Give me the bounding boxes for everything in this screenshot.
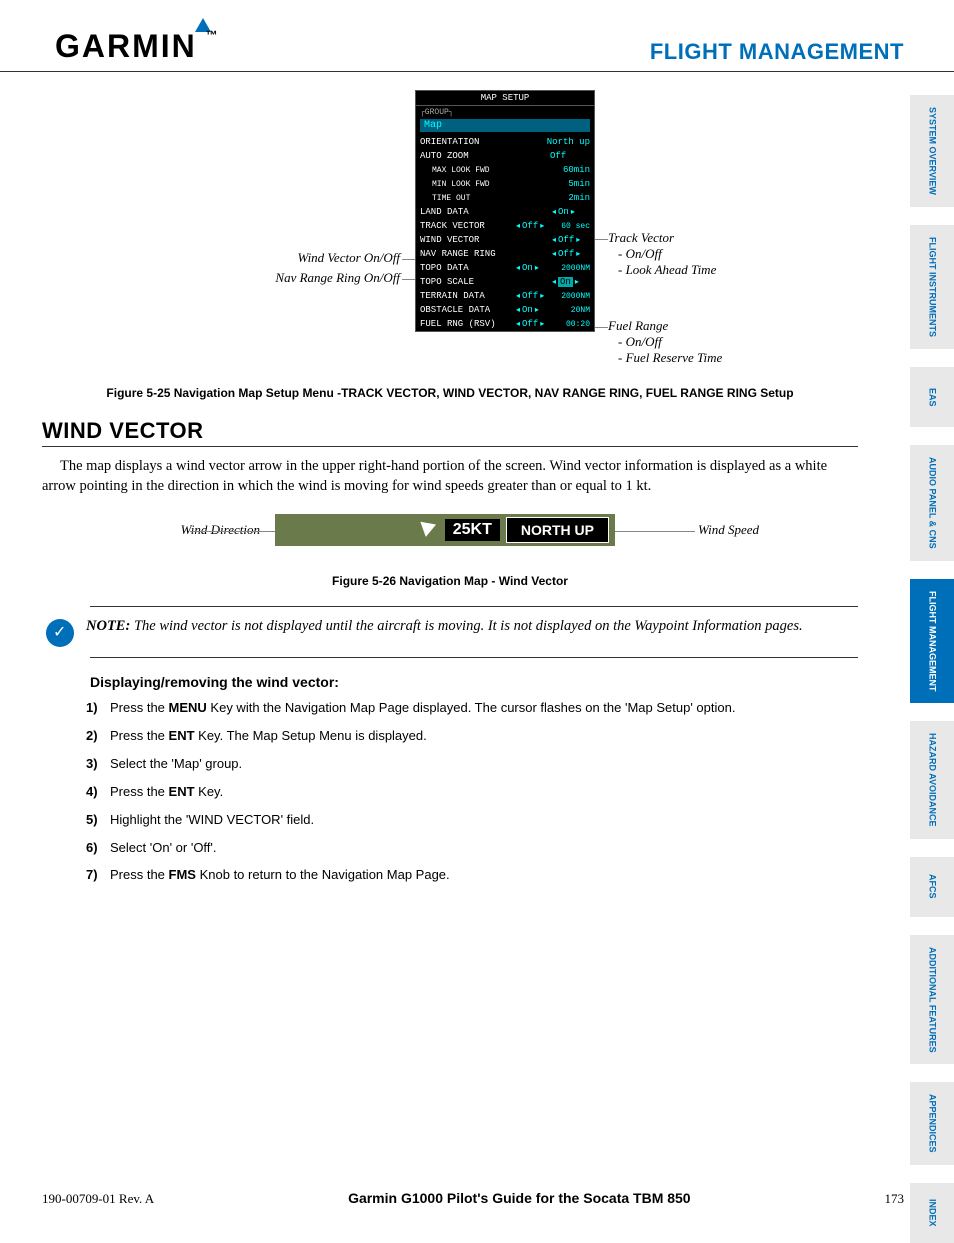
setup-row: TOPO SCALE◂On▸ xyxy=(416,275,594,289)
callout-nav-range: Nav Range Ring On/Off xyxy=(180,270,400,286)
setup-row: NAV RANGE RING◂Off▸ xyxy=(416,247,594,261)
note-body: The wind vector is not displayed until t… xyxy=(134,618,803,634)
setup-row: TOPO DATA◂On▸2000NM xyxy=(416,261,594,275)
note-box: NOTE: The wind vector is not displayed u… xyxy=(90,606,858,658)
wind-bar-display: 25KT NORTH UP xyxy=(275,514,615,546)
note-label: NOTE: xyxy=(86,618,130,634)
note-icon xyxy=(46,619,74,647)
callout-text: - On/Off xyxy=(608,334,722,350)
setup-row: WIND VECTOR◂Off▸ xyxy=(416,233,594,247)
page-content: MAP SETUP ┌GROUP┐ Map ORIENTATIONNorth u… xyxy=(0,90,910,884)
step-item: 1)Press the MENU Key with the Navigation… xyxy=(110,700,858,717)
tab-index[interactable]: INDEX xyxy=(910,1183,954,1243)
step-item: 3)Select the 'Map' group. xyxy=(110,756,858,773)
tab-flight-management[interactable]: FLIGHT MANAGEMENT xyxy=(910,579,954,704)
callout-text: - On/Off xyxy=(608,246,716,262)
group-value: Map xyxy=(420,119,590,132)
callout-text: - Look Ahead Time xyxy=(608,262,716,278)
tab-hazard-avoidance[interactable]: HAZARD AVOIDANCE xyxy=(910,721,954,839)
callout-text: Track Vector xyxy=(608,230,716,246)
callout-line xyxy=(595,327,608,328)
callout-track-vector: Track Vector - On/Off - Look Ahead Time xyxy=(608,230,716,278)
note-text: NOTE: The wind vector is not displayed u… xyxy=(86,617,803,647)
footer-right: 173 xyxy=(884,1191,904,1207)
callout-text: - Fuel Reserve Time xyxy=(608,350,722,366)
footer-mid: Garmin G1000 Pilot's Guide for the Socat… xyxy=(348,1190,691,1206)
setup-row: FUEL RNG (RSV)◂Off▸00:20 xyxy=(416,317,594,331)
tab-audio-panel-cns[interactable]: AUDIO PANEL & CNS xyxy=(910,445,954,561)
step-item: 6)Select 'On' or 'Off'. xyxy=(110,840,858,857)
callout-fuel-range: Fuel Range - On/Off - Fuel Reserve Time xyxy=(608,318,722,366)
callout-wind-vector: Wind Vector On/Off xyxy=(200,250,400,266)
figure-caption: Figure 5-25 Navigation Map Setup Menu -T… xyxy=(80,386,820,400)
callout-line xyxy=(595,239,608,240)
setup-row: ORIENTATIONNorth up xyxy=(416,135,594,149)
steps-list: 1)Press the MENU Key with the Navigation… xyxy=(110,700,858,884)
setup-row: TRACK VECTOR◂Off▸60 sec xyxy=(416,219,594,233)
tab-appendices[interactable]: APPENDICES xyxy=(910,1082,954,1165)
section-title: FLIGHT MANAGEMENT xyxy=(650,39,904,65)
logo-text: GARMIN xyxy=(55,28,197,64)
tab-flight-instruments[interactable]: FLIGHT INSTRUMENTS xyxy=(910,225,954,349)
step-item: 5)Highlight the 'WIND VECTOR' field. xyxy=(110,812,858,829)
step-item: 7)Press the FMS Knob to return to the Na… xyxy=(110,867,858,884)
setup-row: MAX LOOK FWD60min xyxy=(416,163,594,177)
map-setup-screen: MAP SETUP ┌GROUP┐ Map ORIENTATIONNorth u… xyxy=(415,90,595,332)
callout-text: Fuel Range xyxy=(608,318,722,334)
garmin-logo: GARMIN ™ xyxy=(55,28,222,65)
setup-row: MIN LOOK FWD5min xyxy=(416,177,594,191)
callout-line xyxy=(402,259,415,260)
figure-5-26: Wind Direction 25KT NORTH UP Wind Speed xyxy=(80,504,820,564)
figure-caption: Figure 5-26 Navigation Map - Wind Vector xyxy=(42,574,858,588)
heading-wind-vector: Wind Vector xyxy=(42,418,858,447)
side-tabs: SYSTEM OVERVIEW FLIGHT INSTRUMENTS EAS AUDI… xyxy=(910,95,954,1243)
page-footer: 190-00709-01 Rev. A Garmin G1000 Pilot's… xyxy=(42,1190,904,1207)
paragraph: The map displays a wind vector arrow in … xyxy=(42,457,858,496)
tab-afcs[interactable]: AFCS xyxy=(910,857,954,917)
callout-line xyxy=(615,531,695,532)
setup-row: OBSTACLE DATA◂On▸20NM xyxy=(416,303,594,317)
setup-row: AUTO ZOOMOff xyxy=(416,149,594,163)
setup-row: TIME OUT2min xyxy=(416,191,594,205)
step-item: 4)Press the ENT Key. xyxy=(110,784,858,801)
north-up-box: NORTH UP xyxy=(506,517,609,543)
group-label: ┌GROUP┐ xyxy=(416,106,594,119)
footer-left: 190-00709-01 Rev. A xyxy=(42,1191,154,1207)
figure-5-25: MAP SETUP ┌GROUP┐ Map ORIENTATIONNorth u… xyxy=(80,90,820,400)
callout-wind-direction: Wind Direction xyxy=(90,522,260,538)
setup-row: TERRAIN DATA◂Off▸2000NM xyxy=(416,289,594,303)
callout-line xyxy=(402,279,415,280)
sub-heading: Displaying/removing the wind vector: xyxy=(90,674,858,690)
tab-system-overview[interactable]: SYSTEM OVERVIEW xyxy=(910,95,954,207)
tab-eas[interactable]: EAS xyxy=(910,367,954,427)
wind-speed-value: 25KT xyxy=(445,519,500,541)
page-header: GARMIN ™ FLIGHT MANAGEMENT xyxy=(0,0,954,72)
setup-row: LAND DATA◂On▸ xyxy=(416,205,594,219)
map-setup-title: MAP SETUP xyxy=(416,91,594,106)
step-item: 2)Press the ENT Key. The Map Setup Menu … xyxy=(110,728,858,745)
wind-arrow-icon xyxy=(418,522,436,539)
tab-additional-features[interactable]: ADDITIONAL FEATURES xyxy=(910,935,954,1065)
callout-wind-speed: Wind Speed xyxy=(698,522,759,538)
